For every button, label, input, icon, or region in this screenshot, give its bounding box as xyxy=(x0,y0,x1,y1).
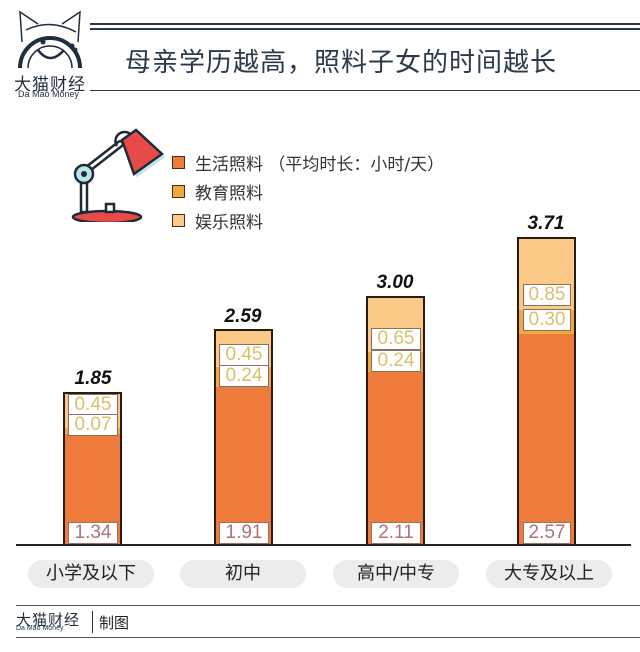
footer-logo-en: Da Mao Money xyxy=(16,625,64,632)
legend-item-life: 生活照料 （平均时长：小时/天） xyxy=(172,148,444,177)
x-axis-baseline xyxy=(16,544,631,546)
value-label-education: 0.07 xyxy=(68,414,118,436)
bar-total: 3.71 xyxy=(527,213,565,234)
value-label-life: 1.34 xyxy=(68,522,118,544)
category-label: 大专及以上 xyxy=(486,560,612,588)
legend-swatch xyxy=(172,156,185,169)
header-rule xyxy=(90,28,640,30)
segment-life xyxy=(216,387,271,544)
footer-rule xyxy=(16,637,640,638)
category-label: 高中/中专 xyxy=(333,560,459,588)
chart-title: 母亲学历越高，照料子女的时间越长 xyxy=(125,48,558,78)
header-rule xyxy=(90,90,640,91)
value-label-entertainment: 0.45 xyxy=(68,394,118,416)
legend-label: 娱乐照料 xyxy=(195,213,263,233)
legend-item-entertainment: 娱乐照料 xyxy=(172,206,444,235)
logo-text-en: Da Mao Money xyxy=(18,89,80,99)
legend-label: 生活照料 （平均时长：小时/天） xyxy=(195,155,445,175)
logo-cat-icon xyxy=(12,6,88,102)
value-label-education: 0.30 xyxy=(523,309,571,331)
bar-total: 1.85 xyxy=(74,368,112,389)
footer-credit: 制图 xyxy=(99,614,130,632)
category-label: 初中 xyxy=(180,560,306,588)
value-label-entertainment: 0.65 xyxy=(371,328,421,350)
value-label-education: 0.24 xyxy=(371,350,421,372)
chart-legend: 生活照料 （平均时长：小时/天） 教育照料 娱乐照料 xyxy=(172,148,444,235)
bar-middle-school xyxy=(214,329,273,546)
bar-total: 2.59 xyxy=(224,306,262,327)
value-label-life: 1.91 xyxy=(219,522,269,544)
value-label-entertainment: 0.45 xyxy=(219,344,269,366)
desk-lamp-icon xyxy=(62,122,172,225)
segment-life xyxy=(368,372,423,544)
legend-label: 教育照料 xyxy=(195,184,263,204)
category-label: 小学及以下 xyxy=(28,560,154,588)
footer-divider xyxy=(92,611,93,633)
segment-life xyxy=(519,334,574,544)
value-label-life: 2.11 xyxy=(371,522,421,544)
value-label-entertainment: 0.85 xyxy=(523,284,571,306)
value-label-life: 2.57 xyxy=(523,522,571,544)
header-rule xyxy=(90,23,640,25)
bar-total: 3.00 xyxy=(376,272,414,293)
footer-rule xyxy=(16,605,640,606)
footer-logo-cn: 大猫财经 xyxy=(16,611,81,629)
legend-swatch xyxy=(172,185,185,198)
legend-item-education: 教育照料 xyxy=(172,177,444,206)
value-label-education: 0.24 xyxy=(219,365,269,387)
legend-swatch xyxy=(172,214,185,227)
logo-text-cn: 大猫财经 xyxy=(14,75,86,95)
